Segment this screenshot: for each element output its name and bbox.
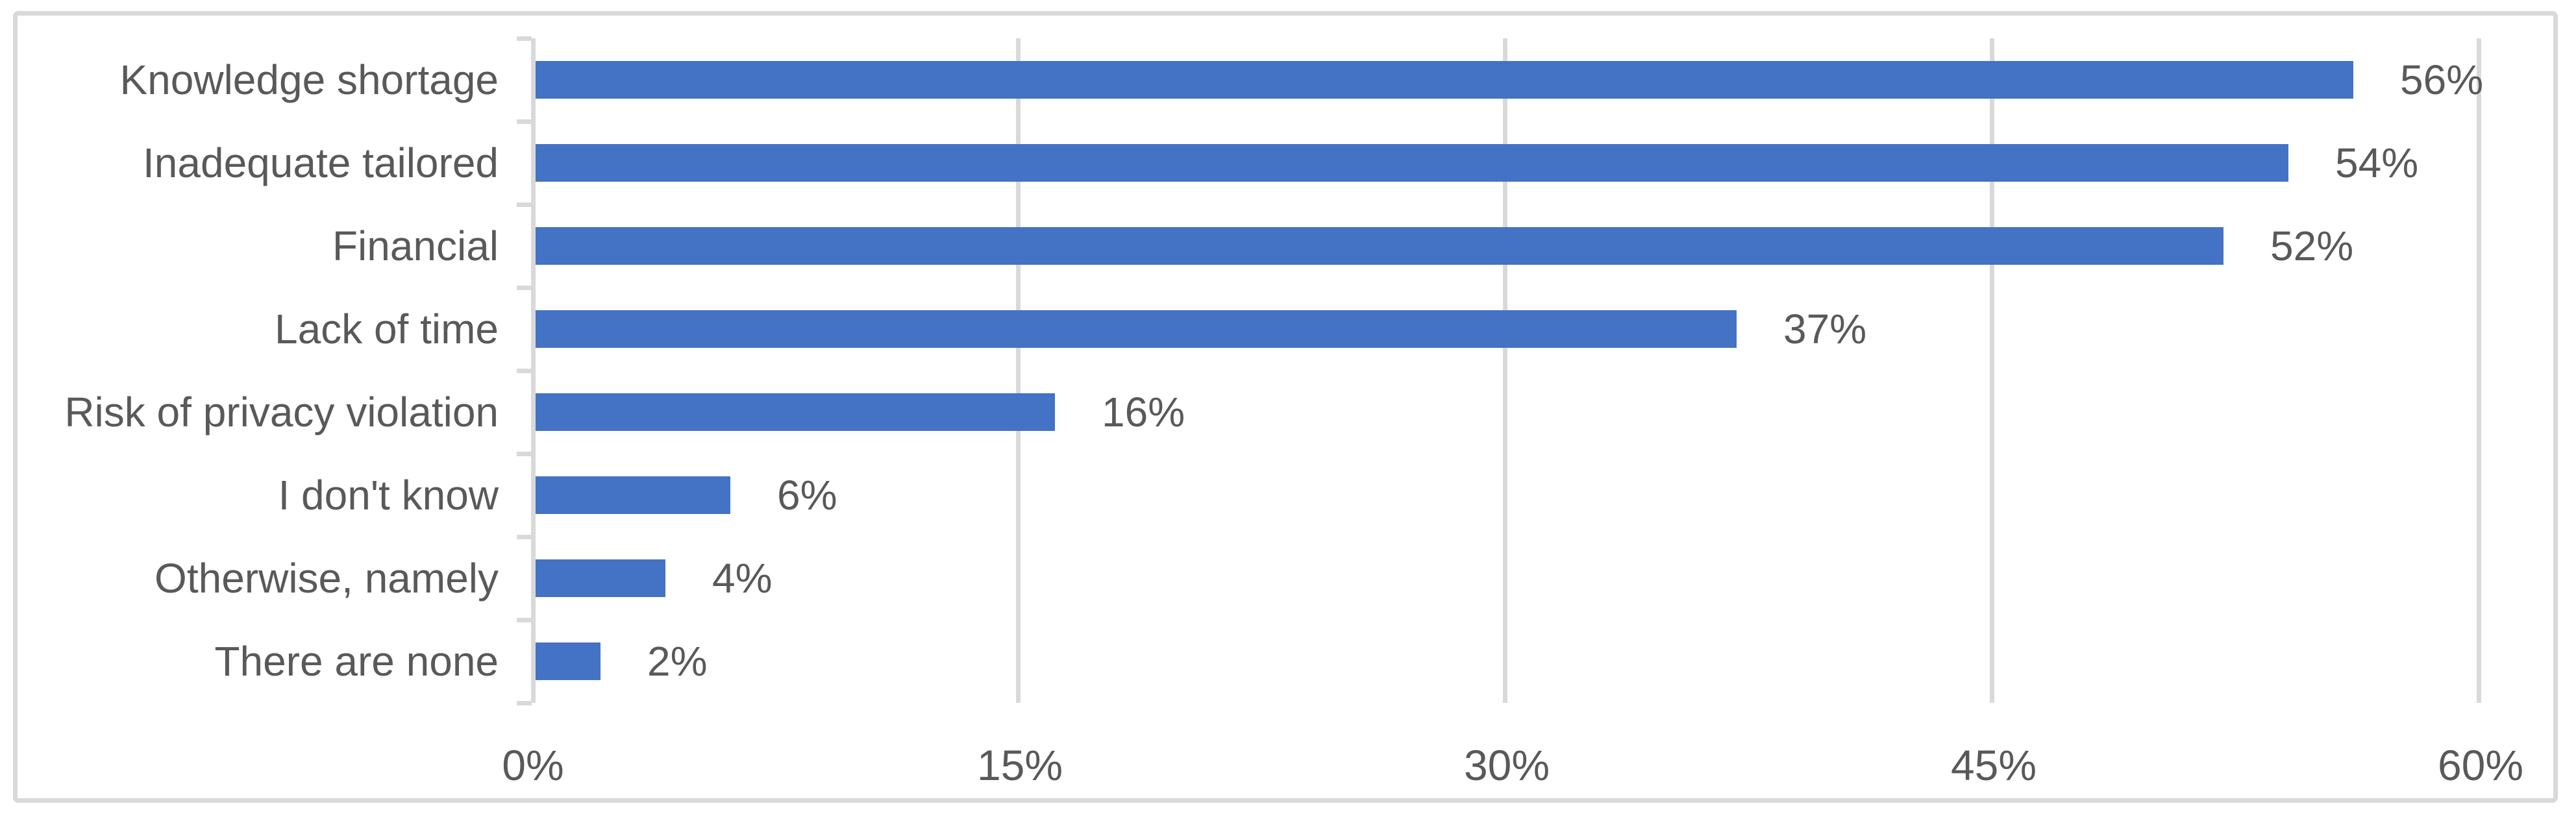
bar bbox=[536, 642, 601, 680]
x-tick-label: 0% bbox=[502, 741, 564, 789]
bar bbox=[536, 227, 2223, 265]
gridline bbox=[2477, 38, 2481, 703]
axis-tick bbox=[517, 617, 532, 622]
x-tick-label: 45% bbox=[1950, 741, 2037, 789]
bar bbox=[536, 393, 1055, 431]
category-label: Inadequate tailored bbox=[143, 140, 499, 186]
value-label: 54% bbox=[2335, 140, 2419, 186]
gridline bbox=[1990, 38, 1994, 703]
axis-tick bbox=[517, 534, 532, 539]
axis-tick bbox=[517, 119, 532, 124]
value-label: 6% bbox=[777, 472, 837, 519]
axis-tick bbox=[517, 285, 532, 290]
value-label: 52% bbox=[2270, 223, 2354, 269]
value-label: 2% bbox=[647, 638, 708, 685]
bar bbox=[536, 310, 1737, 348]
category-label: Financial bbox=[332, 223, 499, 269]
chart-frame bbox=[13, 11, 2558, 803]
bar bbox=[536, 559, 665, 597]
category-label: Otherwise, namely bbox=[155, 555, 499, 602]
x-tick-label: 15% bbox=[976, 741, 1063, 789]
axis-tick bbox=[517, 368, 532, 373]
value-axis-line bbox=[531, 38, 536, 703]
axis-tick bbox=[517, 202, 532, 207]
category-label: Risk of privacy violation bbox=[64, 389, 499, 435]
gridline bbox=[1503, 38, 1507, 703]
axis-tick bbox=[517, 36, 532, 41]
x-tick-label: 60% bbox=[2437, 741, 2524, 789]
category-label: I don't know bbox=[278, 472, 499, 519]
category-label: Knowledge shortage bbox=[119, 56, 499, 103]
axis-tick bbox=[517, 700, 532, 705]
value-label: 16% bbox=[1102, 389, 1185, 435]
x-tick-label: 30% bbox=[1463, 741, 1550, 789]
category-label: There are none bbox=[214, 638, 499, 685]
gridline bbox=[1016, 38, 1021, 703]
bar bbox=[536, 61, 2353, 99]
value-label: 4% bbox=[712, 555, 773, 602]
axis-tick bbox=[517, 451, 532, 456]
value-label: 56% bbox=[2400, 56, 2484, 103]
bar bbox=[536, 476, 730, 514]
category-label: Lack of time bbox=[274, 306, 499, 352]
value-label: 37% bbox=[1783, 306, 1867, 352]
bar bbox=[536, 144, 2288, 182]
